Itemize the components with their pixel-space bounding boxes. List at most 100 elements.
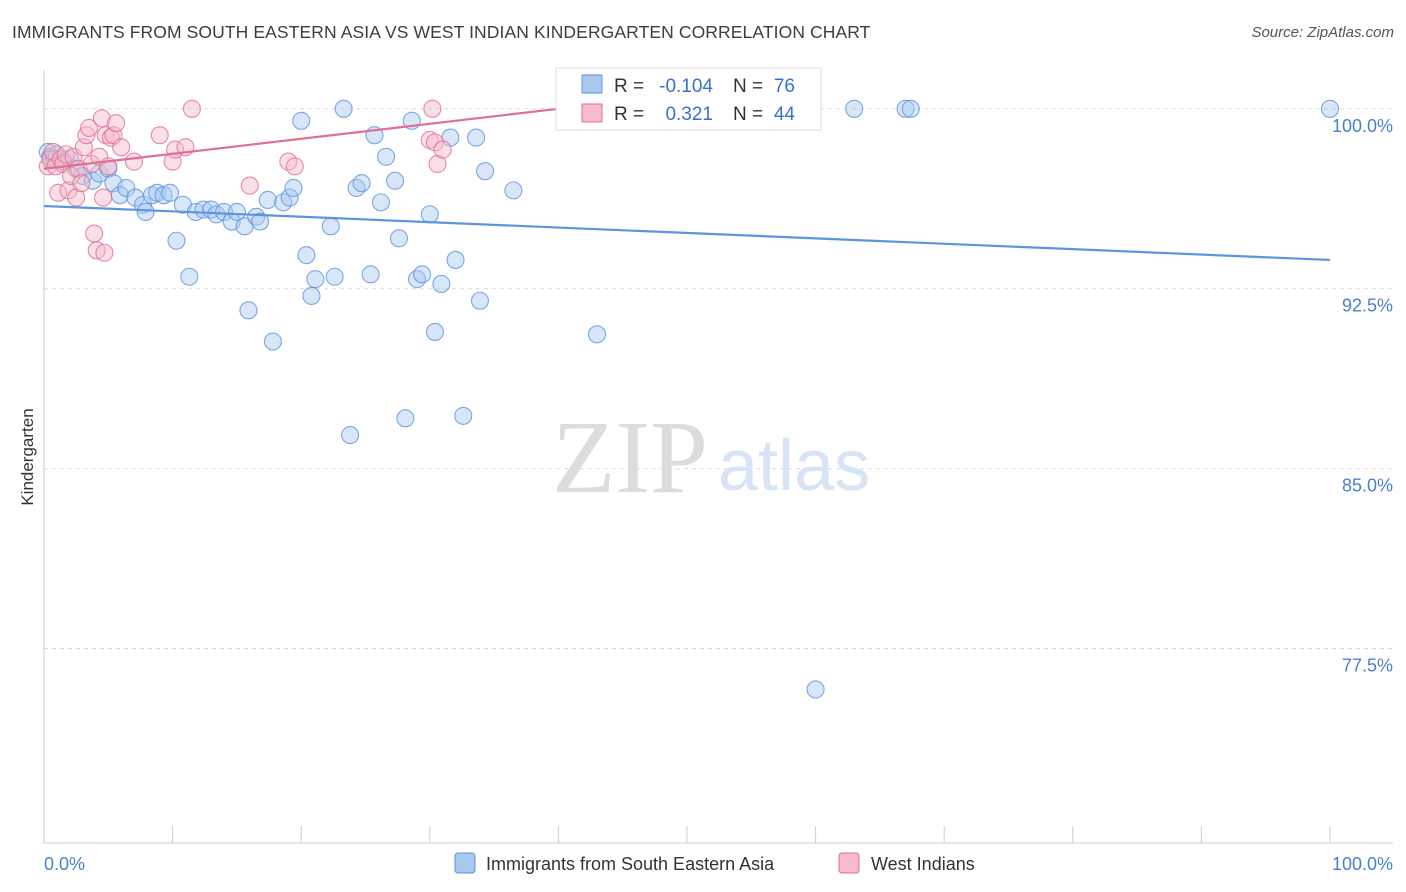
point-series0-69 [504, 181, 523, 200]
point-series0-44 [321, 217, 340, 236]
stats-legend-r-label-1: R = [614, 76, 644, 97]
point-series1-40 [423, 99, 442, 118]
point-series0-32 [239, 301, 258, 320]
stats-legend-n-label-1: N = [733, 76, 763, 97]
point-series0-16 [136, 202, 155, 222]
point-series0-42 [302, 286, 321, 305]
point-series0-67 [470, 291, 490, 310]
stats-legend-r-value-1: -0.104 [659, 76, 713, 97]
y-tick-labels: 100.0% 92.5% 85.0% 77.5% [1332, 116, 1393, 676]
stats-legend-n-label-2: N = [733, 104, 763, 125]
point-series0-56 [396, 409, 415, 428]
stats-legend-swatch-pink [581, 103, 603, 123]
point-series0-28 [214, 202, 234, 222]
point-series0-72 [806, 680, 825, 699]
point-series0-66 [467, 128, 486, 147]
point-series1-13 [72, 174, 91, 193]
source-label: Source: ZipAtlas.com [1251, 24, 1394, 41]
point-series0-41 [297, 246, 316, 265]
point-series0-13 [117, 178, 136, 198]
point-series1-28 [106, 114, 126, 133]
trend-line-1 [43, 107, 559, 170]
point-series1-21 [92, 109, 111, 128]
point-series0-62 [432, 274, 451, 293]
point-series0-23 [180, 267, 199, 286]
point-series1-31 [150, 126, 169, 145]
point-series0-45 [325, 267, 344, 286]
point-series0-43 [306, 270, 325, 289]
chart-title: IMMIGRANTS FROM SOUTH EASTERN ASIA VS WE… [12, 22, 871, 42]
series-legend-swatch-blue [454, 852, 476, 874]
x-tick-label-max: 100.0% [1332, 854, 1393, 874]
stats-legend-r-label-2: R = [614, 104, 644, 125]
y-tick-label-3: 77.5% [1342, 656, 1393, 676]
point-series0-54 [386, 171, 405, 190]
y-tick-label-0: 100.0% [1332, 116, 1393, 136]
point-series0-53 [377, 147, 396, 166]
watermark-atlas: atlas [718, 426, 870, 506]
watermark-zip: ZIP [552, 400, 708, 515]
stats-legend-swatch-blue [581, 74, 603, 94]
point-series0-64 [446, 250, 465, 270]
point-series1-38 [285, 157, 304, 176]
point-series1-9 [61, 166, 81, 186]
stats-legend-n-value-2: 44 [774, 104, 796, 125]
point-series1-23 [95, 243, 114, 262]
point-series1-22 [94, 188, 113, 207]
point-series0-47 [341, 426, 360, 445]
series-legend-swatch-pink [838, 852, 860, 874]
point-series0-75 [901, 99, 920, 118]
point-series0-68 [476, 162, 495, 181]
point-series0-39 [284, 178, 303, 198]
watermark: ZIP atlas [552, 400, 870, 515]
point-series0-61 [425, 322, 444, 341]
point-series0-35 [258, 190, 277, 210]
point-series0-65 [454, 406, 473, 425]
point-series1-16 [79, 118, 99, 138]
point-series1-42 [428, 154, 447, 174]
point-series0-74 [896, 99, 915, 118]
trend-line-0 [43, 204, 1331, 262]
point-series0-59 [413, 265, 432, 284]
point-series0-55 [389, 229, 408, 248]
point-series1-43 [433, 140, 452, 159]
point-series0-76 [1320, 99, 1340, 118]
point-series1-36 [240, 176, 259, 195]
x-tick-label-min: 0.0% [44, 854, 85, 874]
point-series1-18 [85, 224, 104, 243]
point-series0-40 [292, 111, 311, 130]
point-series1-29 [112, 138, 131, 157]
point-series1-14 [74, 138, 93, 157]
point-series0-50 [361, 265, 380, 284]
point-series0-48 [347, 178, 366, 198]
trend-lines [43, 107, 1331, 262]
point-series0-60 [420, 205, 439, 224]
point-series1-11 [67, 188, 86, 207]
point-series0-73 [845, 99, 864, 118]
point-series0-30 [227, 202, 246, 222]
point-series0-21 [167, 231, 186, 250]
data-points [38, 99, 1340, 699]
point-series0-20 [160, 183, 180, 202]
point-series1-41 [425, 133, 444, 152]
point-series0-46 [334, 99, 353, 118]
stats-legend-n-value-1: 76 [774, 76, 795, 97]
point-series0-52 [371, 193, 390, 212]
point-series0-38 [280, 188, 299, 207]
point-series0-70 [587, 325, 607, 344]
point-series1-30 [124, 152, 144, 171]
stats-legend: R = -0.104 N = 76 R = 0.321 N = 44 [555, 67, 822, 131]
point-series1-35 [182, 99, 201, 118]
point-series0-49 [352, 174, 371, 193]
y-tick-label-2: 85.0% [1342, 476, 1393, 496]
series-legend: Immigrants from South Eastern Asia West … [454, 852, 975, 874]
point-series0-34 [250, 212, 270, 231]
axes [43, 70, 1393, 844]
series-legend-label-2: West Indians [871, 854, 975, 874]
point-series0-58 [407, 270, 426, 289]
series-legend-label-1: Immigrants from South Eastern Asia [486, 854, 775, 874]
point-series0-36 [263, 332, 282, 351]
stats-legend-r-value-2: 0.321 [665, 104, 713, 125]
y-tick-label-1: 92.5% [1342, 296, 1393, 316]
